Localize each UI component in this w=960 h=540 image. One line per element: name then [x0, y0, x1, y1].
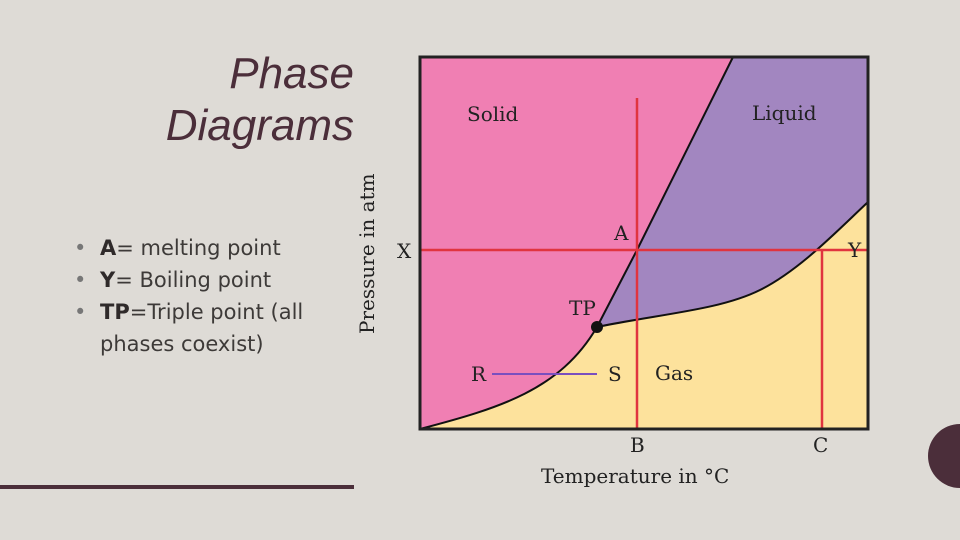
divider-rule — [0, 485, 354, 489]
bullet-item-y: Y= Boiling point — [74, 264, 344, 296]
bullet-text: =Triple point (all phases coexist) — [100, 300, 304, 356]
label-point-x: X — [397, 239, 412, 263]
label-solid: Solid — [467, 102, 519, 126]
bullet-list: A= melting point Y= Boiling point TP=Tri… — [74, 232, 344, 360]
label-point-a: A — [613, 221, 629, 245]
label-liquid: Liquid — [752, 101, 817, 125]
bullet-key: TP — [100, 300, 130, 324]
gas-region — [420, 202, 868, 429]
vaporization-curve — [596, 201, 869, 328]
x-axis-label: Temperature in °C — [541, 464, 729, 488]
bullet-text: = melting point — [116, 236, 281, 260]
bullet-item-a: A= melting point — [74, 232, 344, 264]
slide-title: Phase Diagrams — [166, 48, 354, 152]
label-point-b: B — [630, 433, 645, 457]
bullet-key: Y — [100, 268, 116, 292]
triple-point-marker — [591, 321, 603, 333]
slide-title-line2: Diagrams — [165, 101, 354, 150]
y-axis-label: Pressure in atm — [355, 173, 379, 334]
label-point-s: S — [608, 362, 622, 386]
label-point-r: R — [471, 362, 487, 386]
label-gas: Gas — [655, 361, 693, 385]
label-point-y: Y — [847, 238, 862, 262]
bullet-item-tp: TP=Triple point (all phases coexist) — [74, 296, 344, 360]
slide-title-line1: Phase — [229, 49, 354, 98]
liquid-region — [597, 57, 868, 327]
sublimation-curve — [419, 326, 598, 430]
bullet-text: = Boiling point — [115, 268, 272, 292]
plot-frame — [418, 55, 870, 431]
bullet-key: A — [100, 236, 117, 260]
label-point-c: C — [813, 433, 828, 457]
label-point-tp: TP — [569, 296, 596, 320]
